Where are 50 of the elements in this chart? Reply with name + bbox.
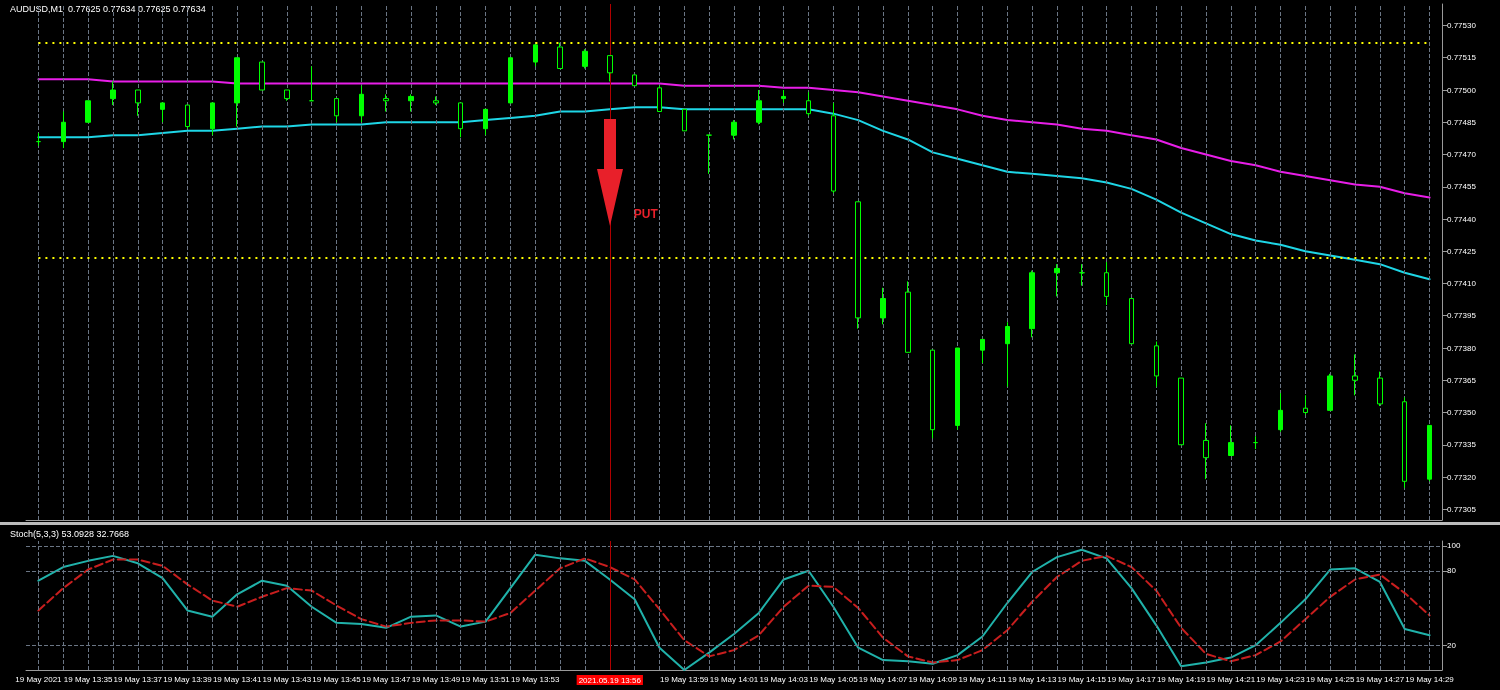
y-tick-label: 0.77455 <box>1447 182 1477 192</box>
x-tick-label: 19 May 13:41 <box>212 674 262 684</box>
x-tick-label: 19 May 14:27 <box>1355 674 1405 684</box>
x-tick-label: 19 May 14:29 <box>1405 674 1455 684</box>
y-tick-label: 80 <box>1447 566 1457 576</box>
y-tick-label: 0.77380 <box>1447 343 1477 353</box>
y-tick-label: 0.77365 <box>1447 375 1477 385</box>
x-tick-label: 19 May 13:51 <box>461 674 511 684</box>
x-tick-label: 19 May 14:21 <box>1206 674 1256 684</box>
y-tick-label: 0.77395 <box>1447 311 1477 321</box>
y-tick-label: 0.77470 <box>1447 150 1477 159</box>
y-tick-label: 0.77320 <box>1447 472 1477 482</box>
y-tick-label: 0.77485 <box>1447 117 1477 127</box>
x-tick-label: 19 May 13:47 <box>361 674 411 684</box>
y-tick-label: 0.77410 <box>1447 279 1477 288</box>
x-tick-label: 19 May 13:39 <box>163 674 213 684</box>
x-tick-label: 19 May 14:19 <box>1156 674 1206 684</box>
y-tick-label: 0.77425 <box>1447 246 1477 256</box>
x-tick-label: 19 May 14:09 <box>908 674 958 684</box>
x-tick-label: 19 May 14:05 <box>809 674 859 684</box>
x-tick-label: 19 May 2021 <box>15 674 63 684</box>
annotation: AUDUSD,M1 0.77625 0.77634 0.77625 0.77634 <box>10 3 206 14</box>
x-tick-label: 19 May 13:49 <box>411 674 461 684</box>
x-tick-label: 19 May 14:15 <box>1057 674 1107 684</box>
x-tick-label: 19 May 13:43 <box>262 674 312 684</box>
x-tick-label: 19 May 14:01 <box>709 674 759 684</box>
x-tick-label: 19 May 13:37 <box>113 674 163 684</box>
x-tick-label: 2021.05.19 13:56 <box>578 675 642 685</box>
x-tick-label: 19 May 13:53 <box>511 674 561 684</box>
y-tick-label: 0.77530 <box>1447 21 1477 30</box>
annotation: PUT <box>633 206 659 221</box>
y-tick-label: 0.77350 <box>1447 408 1477 417</box>
x-tick-label: 19 May 14:07 <box>858 674 908 684</box>
x-tick-label: 19 May 14:17 <box>1107 674 1157 684</box>
x-tick-label: 19 May 13:35 <box>63 674 113 684</box>
x-tick-label: 19 May 13:59 <box>660 674 710 684</box>
x-tick-label: 19 May 14:13 <box>1007 674 1057 684</box>
y-tick-label: 20 <box>1447 640 1457 650</box>
x-tick-label: 19 May 14:25 <box>1305 674 1355 684</box>
y-tick-label: 0.77335 <box>1447 440 1477 450</box>
x-tick-label: 19 May 14:23 <box>1256 674 1306 684</box>
y-tick-label: 100 <box>1447 541 1461 551</box>
y-tick-label: 0.77305 <box>1447 504 1477 514</box>
text: Stoch(5,3,3) 53.0928 32.7668 <box>10 528 130 539</box>
y-tick-label: 0.77500 <box>1447 85 1477 95</box>
y-tick-label: 0.77440 <box>1447 214 1477 224</box>
x-tick-label: 19 May 13:45 <box>312 674 362 684</box>
y-tick-label: 0.77515 <box>1447 53 1477 63</box>
x-tick-label: 19 May 14:11 <box>958 674 1007 684</box>
x-tick-label: 19 May 14:03 <box>759 674 809 684</box>
